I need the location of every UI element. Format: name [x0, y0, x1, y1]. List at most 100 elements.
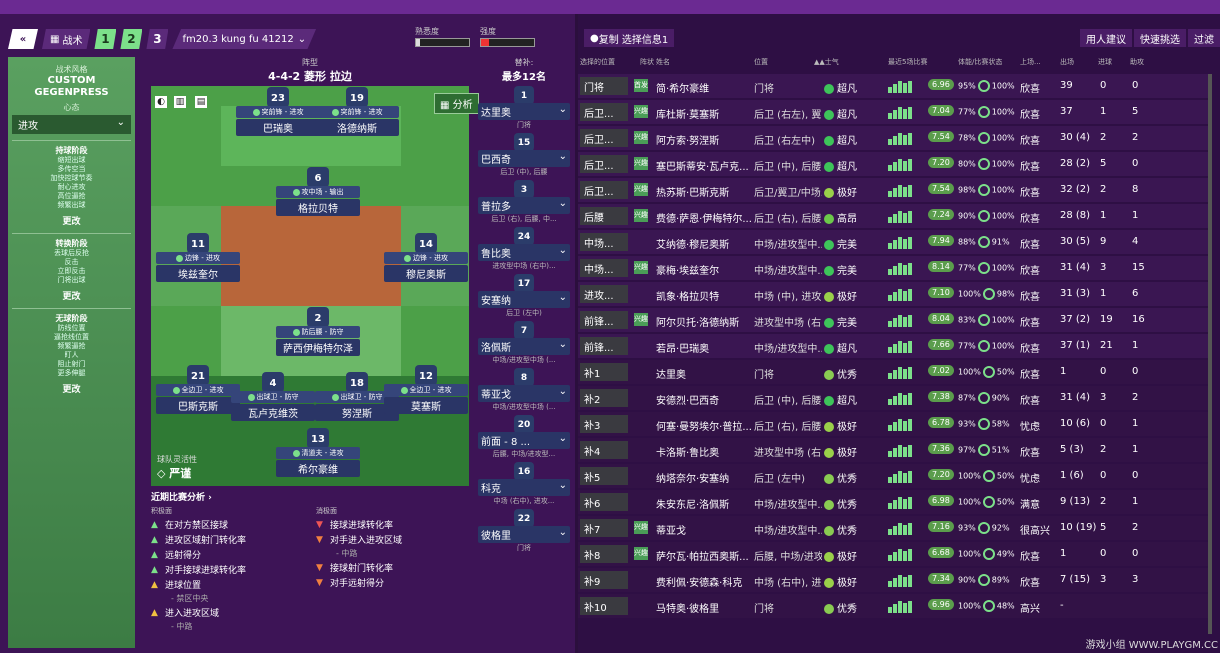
table-row[interactable]: 补2 安德烈·巴西奇 后卫 (中), 后腰 超凡 7.38 87% 90% 欣喜 31 (4) 3… — [578, 386, 1208, 410]
scrollbar[interactable] — [1208, 74, 1212, 634]
col-position[interactable]: 位置 — [754, 58, 768, 66]
sub-name-dropdown[interactable]: 彼格里 ⌄ — [478, 526, 570, 543]
filter-button[interactable]: 过滤 — [1188, 29, 1220, 47]
player-slot-rb[interactable]: 12 全边卫 - 进攻 莫塞斯 — [384, 365, 468, 414]
player-slot-st-left[interactable]: 23 突前锋 - 进攻 巴瑞奥 — [236, 87, 320, 136]
player-name[interactable]: 热苏斯·巴斯克斯 — [656, 188, 730, 199]
sub-name-dropdown[interactable]: 科克 ⌄ — [478, 479, 570, 496]
tactic-slot-2[interactable]: 2 — [120, 29, 143, 49]
player-name[interactable]: 费利佩·安德森·科克 — [656, 578, 743, 589]
slot-dropdown[interactable]: 补8 — [580, 545, 628, 563]
slot-dropdown[interactable]: 补5 — [580, 467, 628, 485]
player-name[interactable]: 简·希尔豪维 — [656, 84, 710, 95]
role-dropdown[interactable]: 清道夫 - 进攻 — [276, 447, 360, 459]
substitute-slot[interactable]: 24 鲁比奥 ⌄ 进攻型中场 (右中)... — [478, 227, 570, 271]
player-name[interactable]: 萨尔瓦·帕拉西奥斯... — [656, 552, 749, 563]
analysis-title[interactable]: 近期比赛分析 › — [151, 493, 212, 503]
col-name[interactable]: 姓名 — [656, 58, 670, 66]
substitute-slot[interactable]: 1 达里奥 ⌄ 门将 — [478, 86, 570, 130]
col-goals[interactable]: 进球 — [1098, 58, 1112, 66]
tactic-tab[interactable]: ▦ 战术 — [42, 29, 91, 49]
table-row[interactable]: 后卫... 兴趣 阿方索·努涅斯 后卫 (右左中) 超凡 7.54 78% 100% 欣喜 30 … — [578, 126, 1208, 150]
sub-name-dropdown[interactable]: 前面 - 8 ... ⌄ — [478, 432, 570, 449]
slot-dropdown[interactable]: 后腰 — [580, 207, 628, 225]
sub-name-dropdown[interactable]: 鲁比奥 ⌄ — [478, 244, 570, 261]
table-row[interactable]: 补1 达里奥 门将 优秀 7.02 100% 50% 欣喜 1 0 0 — [578, 360, 1208, 384]
chart-icon[interactable]: ▥ — [174, 96, 186, 108]
col-selected-position[interactable]: 选择的位置 — [580, 58, 615, 66]
substitute-slot[interactable]: 8 蒂亚戈 ⌄ 中场/进攻型中场 (... — [478, 368, 570, 412]
slot-dropdown[interactable]: 补3 — [580, 415, 628, 433]
quick-pick-button[interactable]: 快速挑选 — [1134, 29, 1186, 47]
change-button[interactable]: 更改 — [62, 385, 81, 395]
substitute-slot[interactable]: 17 安塞纳 ⌄ 后卫 (左中) — [478, 274, 570, 318]
view-toggle-icon[interactable]: ◐ — [155, 96, 167, 108]
substitute-slot[interactable]: 3 普拉多 ⌄ 后卫 (右), 后腰, 中... — [478, 180, 570, 224]
player-name[interactable]: 纳塔奈尔·安塞纳 — [656, 474, 730, 485]
player-name[interactable]: 达里奥 — [656, 370, 686, 381]
player-name[interactable]: 马特奥·彼格里 — [656, 604, 720, 615]
substitute-slot[interactable]: 20 前面 - 8 ... ⌄ 后腰, 中场/进攻型... — [478, 415, 570, 459]
selection-info-dropdown[interactable]: ● 复制 选择信息1 — [584, 29, 675, 47]
player-name[interactable]: 安德烈·巴西奇 — [656, 396, 720, 407]
instructions-icon[interactable]: ▤ — [195, 96, 207, 108]
slot-dropdown[interactable]: 补10 — [580, 597, 628, 615]
sub-name-dropdown[interactable]: 安塞纳 ⌄ — [478, 291, 570, 308]
substitute-slot[interactable]: 22 彼格里 ⌄ 门将 — [478, 509, 570, 553]
table-row[interactable]: 后卫... 兴趣 塞巴斯蒂安·瓦卢克... 后卫 (中), 后腰 超凡 7.20 80% 10… — [578, 152, 1208, 176]
player-name[interactable]: 费德·萨恩·伊梅特尔... — [656, 214, 751, 225]
role-dropdown[interactable]: 全边卫 - 进攻 — [156, 384, 240, 396]
player-slot-cb-left[interactable]: 4 出球卫 - 防守 瓦卢克维茨 — [231, 372, 315, 421]
sub-name-dropdown[interactable]: 达里奥 ⌄ — [478, 103, 570, 120]
player-slot-dm[interactable]: 2 防后腰 - 防守 萨西伊梅特尔泽 — [276, 307, 360, 356]
role-dropdown[interactable]: 出球卫 - 防守 — [315, 391, 399, 403]
mentality-dropdown[interactable]: 进攻 ⌄ — [12, 115, 131, 134]
substitute-slot[interactable]: 7 洛佩斯 ⌄ 中场/进攻型中场 (... — [478, 321, 570, 365]
change-button[interactable]: 更改 — [62, 292, 81, 302]
role-dropdown[interactable]: 边锋 - 进攻 — [156, 252, 240, 264]
table-row[interactable]: 中场... 艾纳德·穆尼奥斯 中场/进攻型中... 完美 7.94 88% 91% 欣喜 30 … — [578, 230, 1208, 254]
player-name[interactable]: 凯象·格拉贝特 — [656, 292, 720, 303]
role-dropdown[interactable]: 全边卫 - 进攻 — [384, 384, 468, 396]
slot-dropdown[interactable]: 补6 — [580, 493, 628, 511]
tactic-slot-3[interactable]: 3 — [146, 29, 169, 49]
player-name[interactable]: 蒂亚戈 — [656, 526, 686, 537]
style-value[interactable]: CUSTOM GEGENPRESS — [34, 75, 109, 98]
player-slot-lb[interactable]: 21 全边卫 - 进攻 巴斯克斯 — [156, 365, 240, 414]
col-playing-time[interactable]: 上场... — [1020, 58, 1041, 66]
table-row[interactable]: 补3 何塞·曼努埃尔·普拉...后卫 (右), 后腰... 极好 6.78 93% 58%… — [578, 412, 1208, 436]
slot-dropdown[interactable]: 补2 — [580, 389, 628, 407]
slot-dropdown[interactable]: 前锋... — [580, 337, 628, 355]
slot-dropdown[interactable]: 门将 — [580, 77, 628, 95]
col-last5[interactable]: 最近5场比赛 — [888, 58, 928, 66]
player-name[interactable]: 塞巴斯蒂安·瓦卢克... — [656, 162, 749, 173]
player-slot-mr[interactable]: 14 边锋 - 进攻 穆尼奥斯 — [384, 233, 468, 282]
player-name[interactable]: 何塞·曼努埃尔·普拉... — [656, 422, 751, 433]
col-apps[interactable]: 出场 — [1060, 58, 1074, 66]
tactic-slot-1[interactable]: 1 — [94, 29, 117, 49]
table-row[interactable]: 补4 卡洛斯·鲁比奥 进攻型中场 (右... 极好 7.36 97% 51% 欣喜 5 (3) 2… — [578, 438, 1208, 462]
table-row[interactable]: 前锋... 若昂·巴瑞奥 中场/进攻型中... 超凡 7.66 77% 100% 欣喜 37 (… — [578, 334, 1208, 358]
player-name[interactable]: 艾纳德·穆尼奥斯 — [656, 240, 730, 251]
suggestions-button[interactable]: 用人建议 — [1080, 29, 1132, 47]
change-button[interactable]: 更改 — [62, 217, 81, 227]
table-row[interactable]: 补5 纳塔奈尔·安塞纳 后卫 (左中) 优秀 7.20 100% 50% 忧虑 1 (6) 0 0 — [578, 464, 1208, 488]
player-name[interactable]: 豪梅·埃兹奎尔 — [656, 266, 720, 277]
slot-dropdown[interactable]: 进攻... — [580, 285, 628, 303]
player-name[interactable]: 朱安东尼·洛佩斯 — [656, 500, 730, 511]
player-slot-st-right[interactable]: 19 突前锋 - 进攻 洛德纳斯 — [315, 87, 399, 136]
substitute-slot[interactable]: 15 巴西奇 ⌄ 后卫 (中), 后腰 — [478, 133, 570, 177]
role-dropdown[interactable]: 出球卫 - 防守 — [231, 391, 315, 403]
back-button[interactable]: « — [8, 29, 38, 49]
tactic-name-dropdown[interactable]: fm20.3 kung fu 41212 ⌄ — [172, 29, 317, 49]
player-name[interactable]: 阿尔贝托·洛德纳斯 — [656, 318, 740, 329]
formation-dropdown[interactable]: 4-4-2 菱形 拉边 — [268, 70, 352, 83]
slot-dropdown[interactable]: 后卫... — [580, 155, 628, 173]
role-dropdown[interactable]: 边锋 - 进攻 — [384, 252, 468, 264]
slot-dropdown[interactable]: 后卫... — [580, 103, 628, 121]
analyse-button[interactable]: ▦ 分析 — [434, 93, 479, 114]
substitute-slot[interactable]: 16 科克 ⌄ 中场 (右中), 进攻... — [478, 462, 570, 506]
